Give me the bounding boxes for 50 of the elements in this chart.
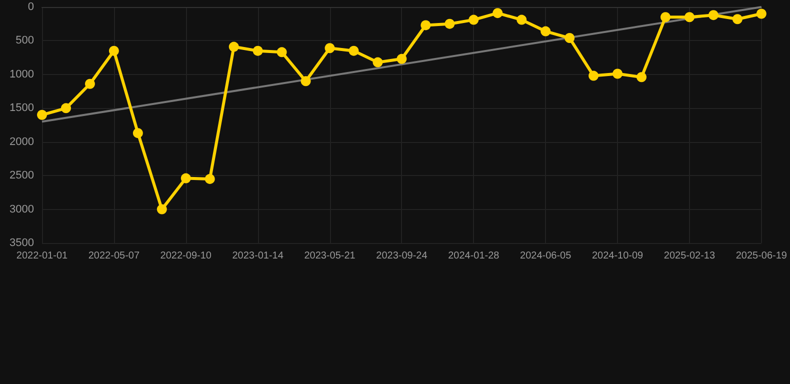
point (324, 43, 335, 54)
y-tick-label: 2500 (10, 170, 34, 182)
point (444, 18, 455, 29)
x-tick-label: 2024-01-28 (448, 250, 500, 262)
x-tick-label: 2022-01-01 (16, 250, 68, 262)
y-tick-label: 2000 (10, 136, 34, 148)
point (492, 8, 503, 18)
point (252, 46, 263, 56)
point (37, 110, 47, 120)
point (300, 76, 311, 86)
point (348, 46, 359, 56)
point (540, 26, 551, 36)
point (420, 20, 431, 30)
point (372, 57, 383, 68)
point (684, 12, 694, 22)
point (84, 78, 95, 89)
y-tick-label: 3500 (10, 237, 34, 249)
point (108, 46, 119, 56)
point (756, 8, 766, 19)
point (636, 72, 647, 82)
point (228, 42, 239, 52)
point (612, 68, 623, 79)
x-tick-label: 2023-01-14 (232, 250, 284, 262)
point (588, 70, 599, 81)
point (204, 174, 215, 184)
point (396, 54, 407, 64)
point (564, 33, 575, 44)
x-tick-label: 2022-05-07 (88, 250, 140, 262)
x-tick-label: 2024-06-05 (520, 250, 572, 262)
y-tick-label: 1000 (10, 68, 34, 80)
point (180, 173, 191, 184)
point (708, 10, 718, 20)
y-tick-label: 1500 (10, 102, 34, 114)
point (468, 14, 479, 25)
x-tick-label: 2022-09-10 (160, 250, 212, 262)
point (516, 14, 527, 25)
point (276, 47, 287, 58)
x-tick-label: 2023-05-21 (304, 250, 356, 262)
point (156, 204, 167, 214)
y-tick-label: 0 (28, 1, 34, 13)
y-tick-label: 3000 (10, 203, 34, 216)
x-tick-label: 2025-02-13 (664, 250, 716, 262)
point (660, 12, 670, 22)
x-tick-label: 2024-10-09 (592, 250, 644, 262)
point (732, 14, 742, 24)
x-tick-label: 2023-09-24 (376, 250, 428, 262)
y-tick-label: 500 (16, 34, 34, 47)
point (60, 103, 71, 114)
point (132, 128, 143, 138)
x-tick-label: 2025-06-19 (736, 250, 788, 262)
